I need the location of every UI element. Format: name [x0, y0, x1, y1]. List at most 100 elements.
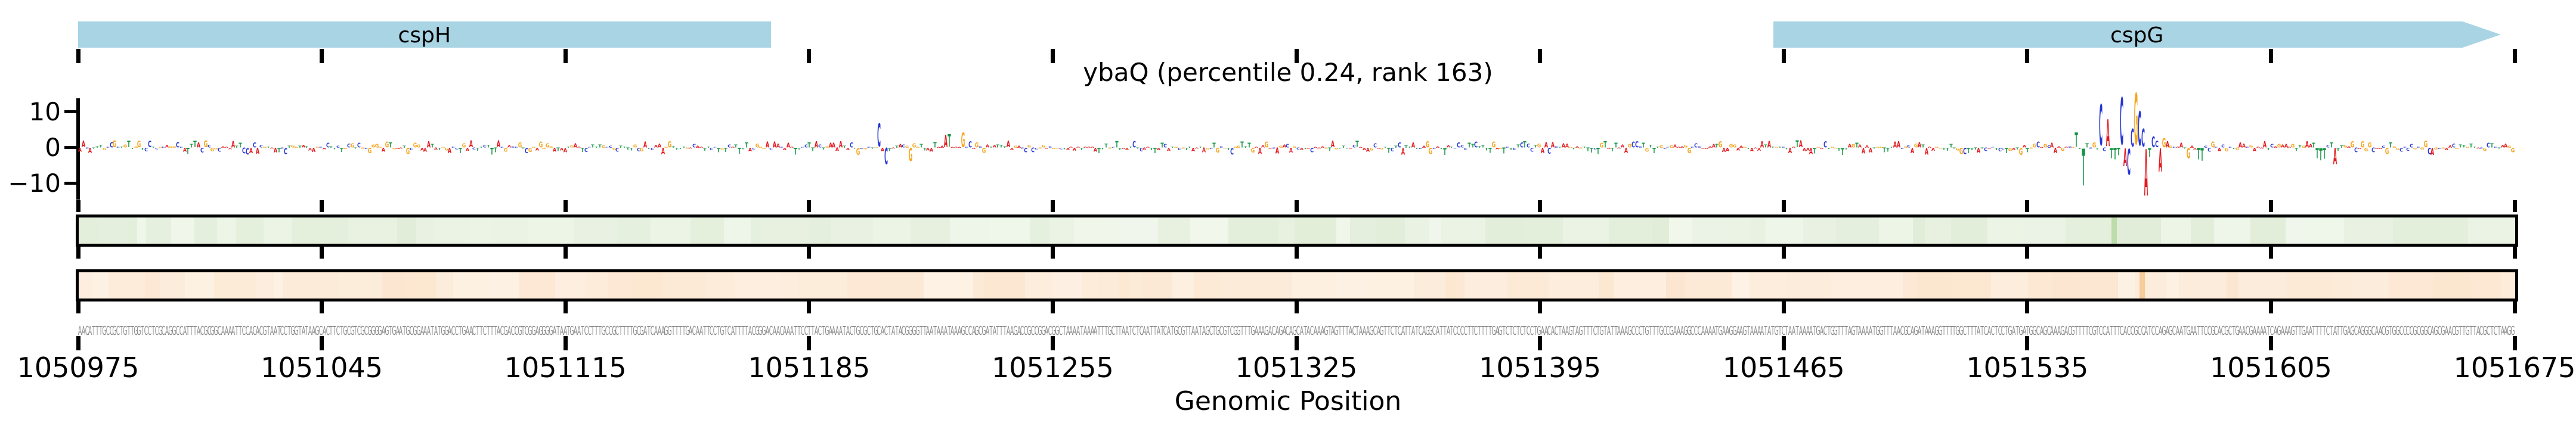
logo-letter: A: [1435, 145, 1440, 148]
sequence-base: T: [647, 324, 651, 338]
sequence-base: T: [479, 324, 483, 338]
sequence-base: C: [217, 324, 222, 338]
sequence-base: T: [1338, 324, 1342, 338]
logo-letter: C: [2417, 146, 2420, 148]
track-stripe: [2065, 217, 2113, 244]
sequence-base: G: [541, 324, 547, 338]
sequence-base: T: [193, 324, 197, 338]
logo-letter: A: [1792, 146, 1796, 148]
logo-letter: A: [2378, 147, 2382, 150]
logo-letter: C: [284, 146, 288, 157]
sequence-base: A: [270, 324, 274, 338]
sequence-base: T: [1129, 324, 1132, 338]
track-stripe: [650, 217, 691, 244]
logo-letter: C: [1460, 144, 1464, 149]
track-stripe: [1506, 272, 1549, 299]
sequence-base: T: [298, 324, 302, 338]
logo-letter: A: [828, 141, 832, 150]
sequence-base: A: [748, 324, 753, 338]
logo-letter: G: [2291, 142, 2295, 149]
sequence-base: C: [482, 324, 487, 338]
logo-letter: T: [1383, 146, 1387, 148]
sequence-base: T: [2015, 324, 2019, 338]
sequence-base: C: [259, 324, 264, 338]
axis-tick: [807, 336, 812, 350]
logo-letter: A: [940, 145, 944, 148]
sequence-base: C: [451, 324, 456, 338]
sequence-base: T: [1342, 324, 1345, 338]
sequence-base: C: [2427, 324, 2431, 338]
track-stripe: [1117, 217, 1159, 244]
sequence-base: G: [2360, 324, 2365, 338]
sequence-base: G: [569, 324, 574, 338]
axis-tick: [563, 200, 568, 212]
sequence-base: A: [1911, 324, 1915, 338]
logo-letter: G: [1055, 147, 1060, 150]
logo-letter: A: [2273, 145, 2278, 148]
logo-letter: C: [410, 147, 413, 151]
logo-letter: T: [239, 141, 242, 150]
sequence-base: G: [2482, 324, 2487, 338]
track-stripe: [2250, 217, 2286, 244]
sequence-base: C: [1373, 324, 1377, 338]
logo-letter: G: [1938, 147, 1943, 150]
sequence-base: G: [2018, 324, 2023, 338]
sequence-base: C: [964, 324, 969, 338]
sequence-base: A: [789, 324, 794, 338]
logo-letter: T: [1596, 146, 1600, 157]
sequence-base: C: [2036, 324, 2041, 338]
logo-letter: C: [1555, 145, 1559, 148]
track-stripe: [1829, 272, 1856, 299]
logo-letter: A: [2064, 146, 2068, 148]
sequence-base: G: [549, 324, 553, 338]
sequence-base: T: [1509, 324, 1513, 338]
logo-letter: G: [262, 146, 267, 148]
track-stripe: [691, 217, 724, 244]
x-tick-label: 1051255: [991, 352, 1114, 384]
sequence-base: A: [1606, 324, 1611, 338]
logo-letter: T: [647, 147, 651, 150]
logo-letter: G: [668, 139, 672, 150]
sequence-base: C: [650, 324, 655, 338]
sequence-base: A: [1411, 324, 1416, 338]
logo-letter: A: [936, 146, 941, 148]
sequence-base: T: [626, 324, 630, 338]
logo-letter: C: [979, 145, 983, 148]
track-stripe: [798, 272, 848, 299]
logo-letter: C: [514, 146, 518, 148]
logo-letter: C: [1457, 141, 1461, 150]
sequence-base: T: [888, 324, 891, 338]
logo-letter: G: [982, 146, 986, 155]
axis-tick: [1538, 200, 1543, 212]
logo-letter: T: [1485, 147, 1488, 151]
logo-letter: G: [350, 142, 354, 149]
logo-letter: A: [448, 146, 452, 155]
sequence-base: T: [402, 324, 407, 338]
axis-tick: [2268, 247, 2273, 259]
sequence-base: A: [1704, 324, 1708, 338]
sequence-base: T: [595, 324, 599, 338]
sequence-base: T: [1415, 324, 1419, 338]
sequence-base: A: [1073, 324, 1077, 338]
sequence-base: T: [1097, 324, 1101, 338]
sequence-base: G: [343, 324, 348, 338]
track-stripe: [760, 217, 810, 244]
sequence-base: G: [1774, 324, 1779, 338]
sequence-base: A: [1987, 324, 1992, 338]
track-stripe: [1856, 272, 1903, 299]
track-stripe: [144, 272, 160, 299]
sequence-base: C: [2406, 324, 2410, 338]
sequence-base: A: [1809, 324, 1813, 338]
logo-letter: T: [1247, 141, 1251, 150]
logo-letter: C: [1690, 146, 1695, 148]
logo-letter: C: [1907, 144, 1911, 149]
logo-letter: T: [1642, 141, 1646, 150]
logo-letter: T: [1946, 147, 1949, 152]
sequence-base: A: [2054, 324, 2058, 338]
sequence-base: T: [1785, 324, 1789, 338]
logo-letter: A: [1376, 147, 1380, 150]
sequence-base: C: [525, 324, 529, 338]
logo-letter: G: [612, 147, 616, 151]
sequence-base: G: [1250, 324, 1255, 338]
logo-letter: C: [1530, 147, 1534, 153]
